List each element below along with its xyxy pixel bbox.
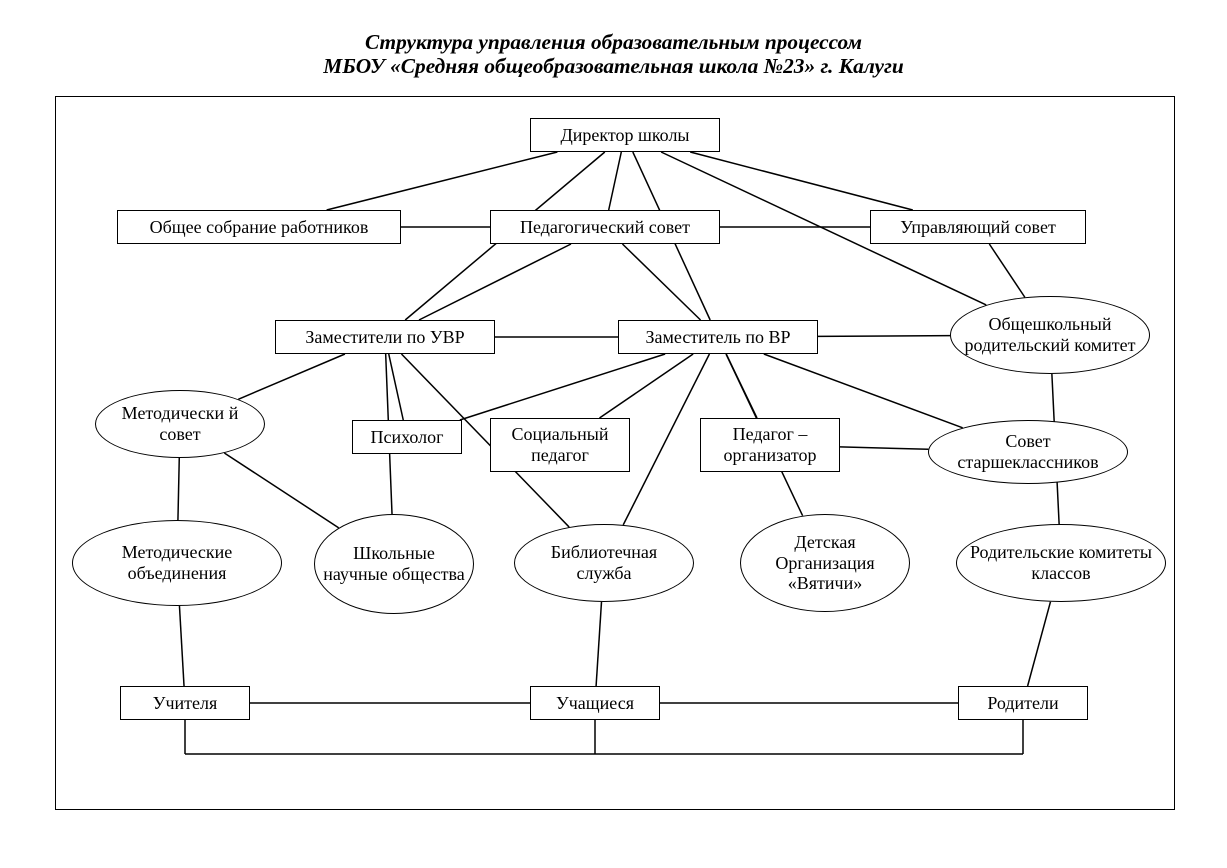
node-deputy_uvr: Заместители по УВР xyxy=(275,320,495,354)
node-method_council: Методически й совет xyxy=(95,390,265,458)
node-child_org: Детская Организация «Вятичи» xyxy=(740,514,910,612)
node-sci_soc: Школьные научные общества xyxy=(314,514,474,614)
node-class_parents: Родительские комитеты классов xyxy=(956,524,1166,602)
node-soc_pedagog: Социальный педагог xyxy=(490,418,630,472)
node-parents_school: Общешкольный родительский комитет xyxy=(950,296,1150,374)
node-director: Директор школы xyxy=(530,118,720,152)
title-line-1: Структура управления образовательным про… xyxy=(0,30,1227,55)
page: Структура управления образовательным про… xyxy=(0,0,1227,868)
node-students: Учащиеся xyxy=(530,686,660,720)
node-deputy_vr: Заместитель по ВР xyxy=(618,320,818,354)
node-ped_org: Педагог – организатор xyxy=(700,418,840,472)
node-assembly: Общее собрание работников xyxy=(117,210,401,244)
title-line-2: МБОУ «Средняя общеобразовательная школа … xyxy=(0,54,1227,79)
node-library: Библиотечная служба xyxy=(514,524,694,602)
node-gov_council: Управляющий совет xyxy=(870,210,1086,244)
node-teachers: Учителя xyxy=(120,686,250,720)
node-senior_council: Совет старшеклассников xyxy=(928,420,1128,484)
node-method_unions: Методические объединения xyxy=(72,520,282,606)
node-parents: Родители xyxy=(958,686,1088,720)
node-psychologist: Психолог xyxy=(352,420,462,454)
node-ped_council: Педагогический совет xyxy=(490,210,720,244)
